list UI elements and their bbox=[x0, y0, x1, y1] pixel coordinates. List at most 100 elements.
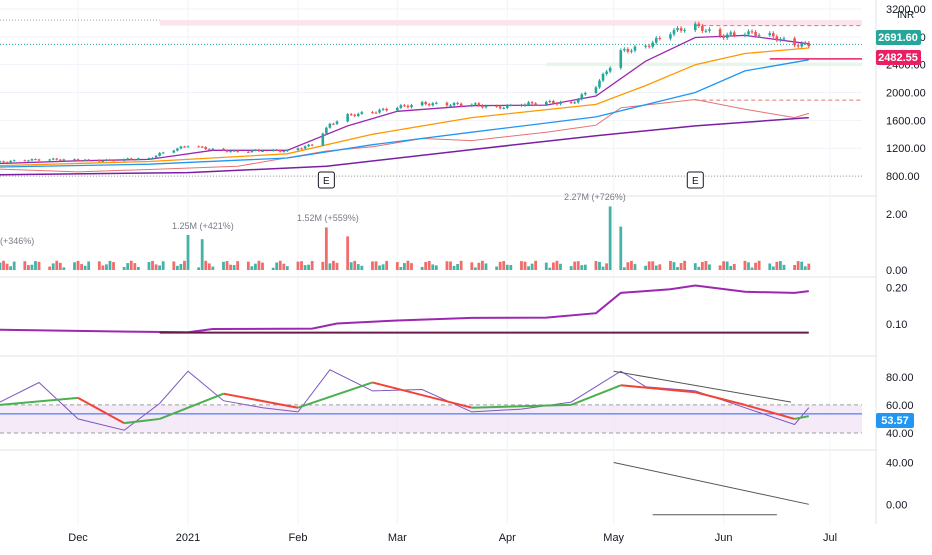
volume-bar bbox=[658, 264, 662, 270]
candle-body bbox=[807, 42, 811, 47]
volume-bar bbox=[654, 265, 658, 270]
candle-body bbox=[626, 49, 630, 52]
candle-body bbox=[186, 146, 190, 148]
volume-bar bbox=[583, 264, 587, 270]
candle-body bbox=[498, 106, 502, 109]
ma-slow-line bbox=[0, 59, 809, 168]
volume-bar bbox=[679, 263, 683, 270]
candle-body bbox=[750, 31, 754, 33]
volume-bar bbox=[630, 260, 633, 270]
candle-body bbox=[772, 33, 775, 37]
x-tick-label: May bbox=[603, 532, 624, 544]
x-tick-label: Feb bbox=[288, 532, 307, 544]
candle-body bbox=[200, 146, 204, 148]
candle-body bbox=[5, 162, 9, 164]
price-y-tick: 3200.00 bbox=[886, 4, 926, 16]
volume-bar bbox=[250, 266, 254, 270]
candle-body bbox=[229, 151, 232, 153]
rsi-signal-segment bbox=[794, 415, 809, 420]
volume-bar bbox=[282, 263, 286, 270]
level-label: 2482.55 bbox=[876, 50, 921, 65]
volume-bar bbox=[754, 262, 757, 270]
candle-body bbox=[396, 107, 399, 111]
volume-bar bbox=[608, 206, 612, 270]
candle-body bbox=[321, 133, 325, 146]
rsi-signal-segment bbox=[223, 392, 299, 409]
lower-y-tick: 40.00 bbox=[886, 457, 914, 469]
candle-body bbox=[48, 159, 51, 161]
volume-bar bbox=[133, 263, 137, 270]
candle-body bbox=[633, 46, 637, 51]
rsi-band bbox=[0, 404, 862, 433]
volume-annotation-3: 1.52M (+559%) bbox=[297, 213, 359, 223]
volume-bar bbox=[51, 263, 55, 270]
candle-body bbox=[0, 161, 2, 163]
volume-bar bbox=[626, 262, 630, 270]
y-axis[interactable]: 3200.002800.002400.002000.001600.001200.… bbox=[886, 4, 926, 511]
volume-bar bbox=[399, 267, 403, 270]
candle-body bbox=[693, 23, 697, 31]
candle-body bbox=[424, 102, 427, 105]
indicator-pane[interactable] bbox=[0, 284, 809, 334]
candle-body bbox=[73, 159, 76, 161]
price-bands bbox=[0, 19, 862, 177]
candle-body bbox=[623, 49, 626, 51]
candle-body bbox=[307, 144, 310, 147]
candle-body bbox=[520, 105, 523, 107]
volume-annotation-2: 1.25M (+421%) bbox=[172, 221, 234, 231]
candle-body bbox=[644, 45, 647, 47]
volume-bar bbox=[83, 265, 87, 270]
volume-bar bbox=[502, 261, 506, 270]
rsi-trendline[interactable] bbox=[613, 370, 792, 403]
candle-body bbox=[708, 29, 711, 31]
last-price-value: 2691.60 bbox=[878, 32, 918, 44]
volume-bar bbox=[548, 267, 552, 270]
candle-body bbox=[261, 150, 264, 152]
candle-body bbox=[608, 67, 612, 72]
volume-bar bbox=[183, 260, 186, 270]
volume-bar bbox=[108, 260, 112, 270]
lower-pane[interactable] bbox=[613, 461, 809, 516]
earnings-marker-label: E bbox=[692, 176, 699, 187]
candle-body bbox=[793, 38, 796, 46]
candle-body bbox=[679, 28, 683, 31]
candle-body bbox=[594, 87, 598, 93]
price-y-tick: 1600.00 bbox=[886, 115, 926, 127]
lower-trendline[interactable] bbox=[613, 461, 809, 505]
volume-bar bbox=[424, 262, 428, 270]
candle-body bbox=[360, 112, 364, 114]
volume-pane[interactable]: (+346%) 1.25M (+421%) 1.52M (+559%) 2.27… bbox=[0, 192, 811, 270]
volume-bar bbox=[197, 267, 201, 270]
candle-body bbox=[573, 102, 576, 104]
rsi-pane[interactable] bbox=[0, 369, 862, 434]
candle-body bbox=[378, 109, 381, 113]
x-axis[interactable]: Dec 2021 Feb Mar Apr May Jun Jul bbox=[68, 532, 837, 544]
candle-body bbox=[782, 38, 786, 40]
volume-bar bbox=[534, 260, 538, 270]
volume-bar bbox=[700, 261, 704, 270]
volume-bar bbox=[378, 265, 381, 270]
volume-bar bbox=[395, 262, 399, 270]
candle-body bbox=[176, 148, 179, 151]
candle-body bbox=[576, 99, 580, 103]
rsi-signal-segment bbox=[372, 381, 473, 409]
candle-body bbox=[725, 34, 729, 38]
volume-bar bbox=[371, 261, 374, 270]
candle-body bbox=[803, 42, 807, 44]
earnings-marker[interactable]: E bbox=[686, 171, 704, 189]
candle-body bbox=[647, 45, 651, 47]
volume-bar bbox=[58, 262, 62, 270]
volume-bar bbox=[473, 267, 477, 270]
earnings-marker[interactable]: E bbox=[317, 171, 335, 189]
candle-body bbox=[385, 108, 388, 111]
volume-bar bbox=[697, 266, 701, 270]
candle-body bbox=[435, 102, 438, 104]
candle-body bbox=[303, 146, 307, 149]
volume-bar bbox=[573, 261, 577, 270]
candle-body bbox=[122, 159, 126, 161]
candle-body bbox=[605, 71, 608, 74]
volume-bar bbox=[324, 227, 328, 270]
volume-bar bbox=[484, 263, 488, 270]
